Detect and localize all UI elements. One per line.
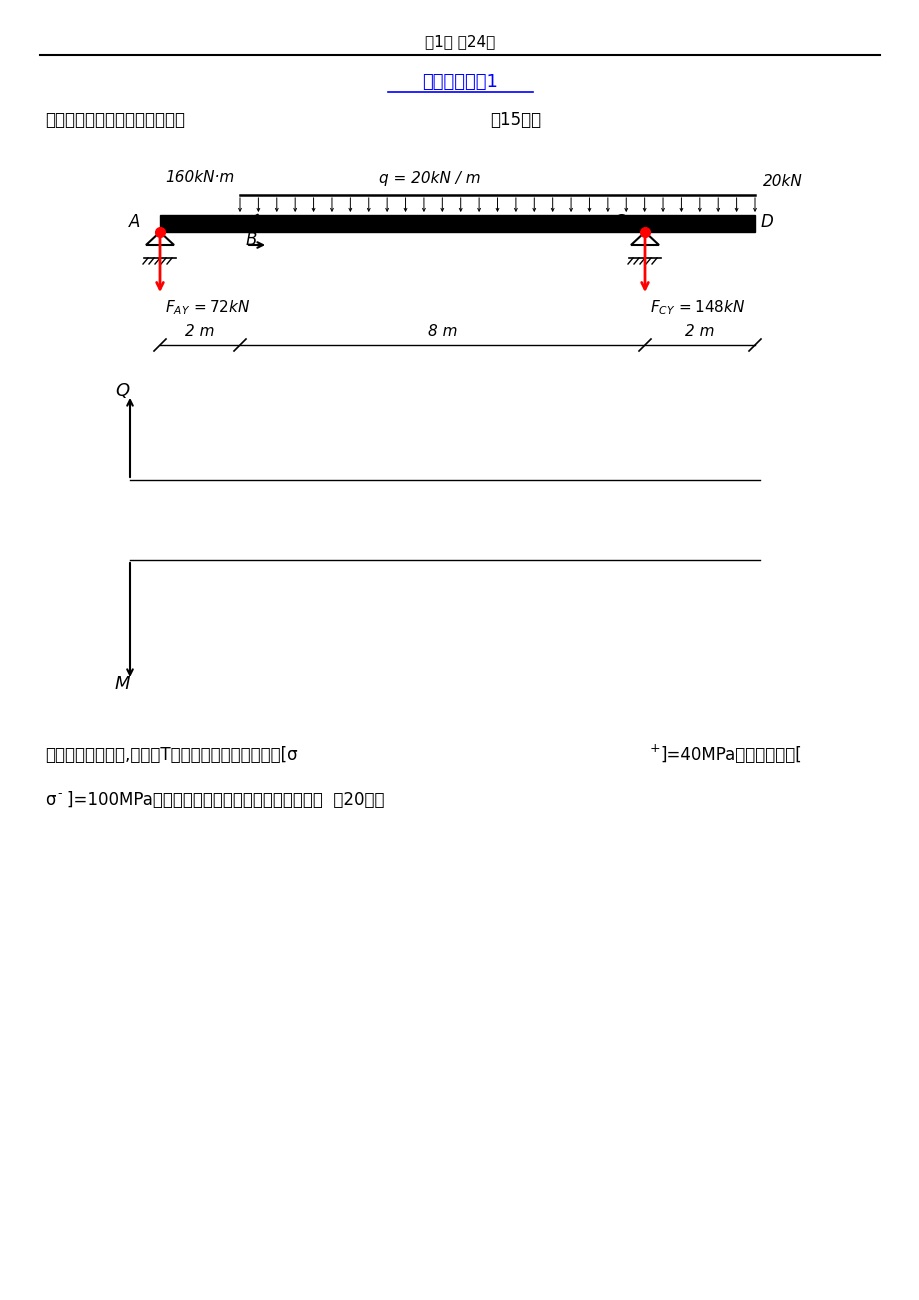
Text: （15分）: （15分） bbox=[490, 111, 540, 129]
Text: 20kN: 20kN bbox=[762, 174, 802, 190]
Text: 160kN·m: 160kN·m bbox=[165, 170, 234, 186]
Text: D: D bbox=[760, 213, 773, 231]
Text: $F_{AY}$$\,=72kN$: $F_{AY}$$\,=72kN$ bbox=[165, 299, 250, 317]
Text: $F_{CY}$$\,=148kN$: $F_{CY}$$\,=148kN$ bbox=[650, 299, 744, 317]
Text: B: B bbox=[245, 231, 257, 250]
Text: 第1页 共24页: 第1页 共24页 bbox=[425, 35, 494, 49]
Text: ]=40MPa，许用压应力[: ]=40MPa，许用压应力[ bbox=[659, 746, 800, 764]
Text: q = 20kN / m: q = 20kN / m bbox=[379, 170, 481, 186]
Text: +: + bbox=[650, 742, 660, 755]
Text: ]=100MPa。试按正应力强度条件校核梁的强度。  （20分）: ]=100MPa。试按正应力强度条件校核梁的强度。 （20分） bbox=[67, 790, 384, 809]
Text: 2 m: 2 m bbox=[185, 325, 214, 339]
Text: 8 m: 8 m bbox=[427, 325, 457, 339]
Bar bbox=[160, 214, 754, 231]
Text: M: M bbox=[114, 675, 130, 693]
Text: Q: Q bbox=[115, 382, 129, 400]
Text: A: A bbox=[129, 213, 140, 231]
Text: σ: σ bbox=[45, 790, 55, 809]
Text: 材料力学试卷1: 材料力学试卷1 bbox=[422, 73, 497, 91]
Text: -: - bbox=[57, 788, 62, 801]
Text: 一、绘制该梁的剪力、弯矩图。: 一、绘制该梁的剪力、弯矩图。 bbox=[45, 111, 185, 129]
Text: 2 m: 2 m bbox=[685, 325, 714, 339]
Text: 二、梁的受力如图,截面为T字型，材料的许用拉应力[σ: 二、梁的受力如图,截面为T字型，材料的许用拉应力[σ bbox=[45, 746, 298, 764]
Text: C: C bbox=[613, 213, 624, 231]
